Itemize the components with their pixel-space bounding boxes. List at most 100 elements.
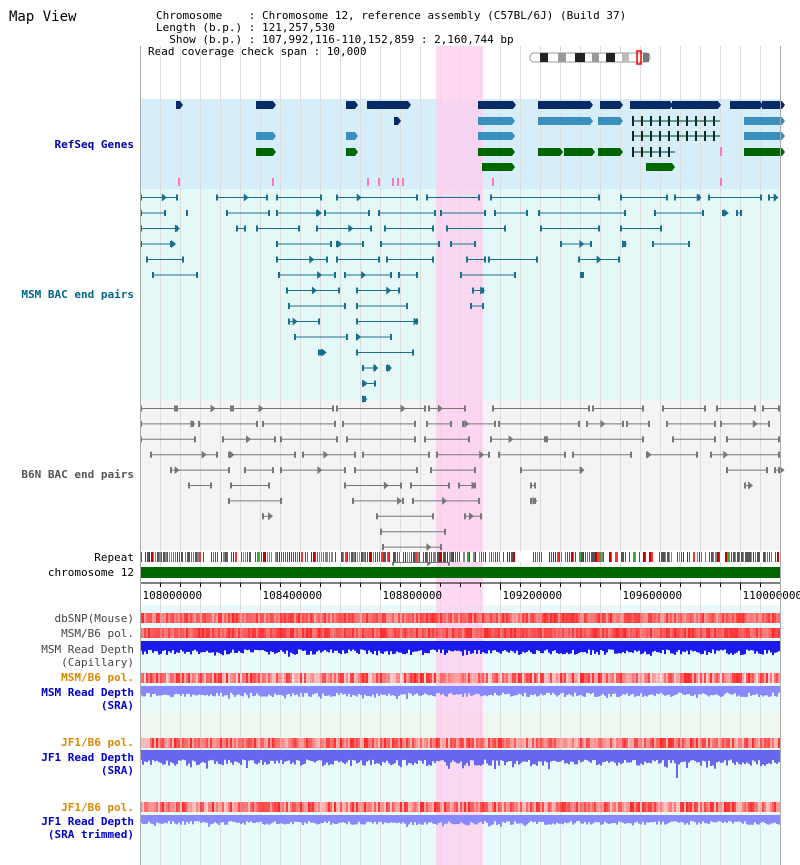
dbsnp-label[interactable]: dbSNP(Mouse)	[54, 612, 134, 625]
depth-bar	[518, 641, 520, 655]
depth-bar	[774, 815, 776, 823]
depth-bar	[142, 641, 144, 655]
depth-bar	[566, 641, 568, 653]
depth-bar	[630, 686, 632, 695]
depth-bar	[384, 750, 386, 763]
depth-bar	[592, 686, 594, 693]
depth-bar	[302, 686, 304, 697]
depth-bar	[442, 750, 444, 761]
depth-bar	[464, 686, 466, 694]
depth-bar	[370, 641, 372, 653]
depth-bar	[348, 686, 350, 694]
depth-bar	[334, 750, 336, 761]
depth-bar	[632, 641, 634, 653]
msm-b6-pol-label-1[interactable]: MSM/B6 pol.	[61, 627, 134, 640]
depth-bar	[422, 641, 424, 656]
depth-bar	[254, 815, 256, 823]
depth-bar	[724, 815, 726, 822]
gene-block	[538, 148, 560, 156]
depth-bar	[516, 641, 518, 651]
depth-bar	[266, 750, 268, 765]
depth-bar	[634, 641, 636, 651]
depth-bar	[756, 750, 758, 765]
depth-bar	[586, 750, 588, 761]
depth-bar	[228, 750, 230, 761]
depth-bar	[144, 815, 146, 825]
msm-read-depth-sra-label[interactable]: MSM Read Depth (SRA)	[0, 686, 134, 712]
depth-bar	[188, 641, 190, 652]
depth-bar	[250, 686, 252, 693]
depth-bar	[686, 815, 688, 824]
depth-bar	[572, 641, 574, 651]
depth-bar	[736, 686, 738, 697]
depth-bar	[238, 815, 240, 823]
depth-bar	[772, 641, 774, 656]
msm-b6-pol-label-2[interactable]: MSM/B6 pol.	[61, 671, 134, 684]
depth-bar	[260, 815, 262, 822]
depth-bar	[474, 815, 476, 825]
depth-bar	[252, 641, 254, 653]
depth-bar	[508, 815, 510, 822]
b6n-bac-label[interactable]: B6N BAC end pairs	[21, 468, 134, 481]
depth-bar	[326, 686, 328, 696]
depth-bar	[650, 815, 652, 823]
depth-bar	[422, 686, 424, 695]
jf1-read-depth-sra-label[interactable]: JF1 Read Depth (SRA)	[0, 751, 134, 777]
depth-bar	[514, 686, 516, 696]
depth-bar	[732, 815, 734, 824]
depth-bar	[262, 686, 264, 697]
depth-bar	[222, 815, 224, 823]
depth-bar	[290, 641, 292, 653]
depth-bar	[164, 815, 166, 823]
depth-bar	[684, 815, 686, 825]
gene-block	[478, 101, 513, 109]
depth-bar	[604, 641, 606, 655]
depth-bar	[572, 686, 574, 697]
depth-bar	[360, 641, 362, 650]
depth-bar	[242, 686, 244, 697]
depth-bar	[176, 750, 178, 765]
depth-bar	[778, 641, 780, 652]
depth-bar	[142, 686, 144, 697]
depth-bar	[374, 815, 376, 822]
depth-bar	[160, 686, 162, 696]
depth-bar	[510, 750, 512, 762]
depth-bar	[370, 750, 372, 766]
depth-bar	[570, 686, 572, 696]
depth-bar	[260, 686, 262, 697]
depth-bar	[232, 641, 234, 650]
depth-bar	[710, 750, 712, 766]
depth-bar	[406, 815, 408, 827]
depth-bar	[670, 641, 672, 654]
depth-bar	[636, 686, 638, 696]
depth-bar	[298, 815, 300, 823]
depth-bar	[362, 750, 364, 766]
depth-bar	[360, 750, 362, 761]
depth-bar	[338, 815, 340, 823]
depth-bar	[410, 750, 412, 764]
msm-read-depth-capillary-label[interactable]: MSM Read Depth (Capillary)	[0, 643, 134, 669]
depth-bar	[616, 750, 618, 766]
depth-bar	[304, 750, 306, 764]
depth-bar	[150, 686, 152, 697]
refseq-genes-label[interactable]: RefSeq Genes	[54, 138, 134, 151]
msm-bac-label[interactable]: MSM BAC end pairs	[21, 288, 134, 301]
depth-bar	[328, 815, 330, 822]
depth-bar	[582, 641, 584, 653]
jf1-read-depth-trimmed-label[interactable]: JF1 Read Depth (SRA trimmed)	[0, 815, 134, 841]
depth-bar	[608, 686, 610, 694]
depth-bar	[180, 641, 182, 650]
depth-bar	[458, 815, 460, 825]
depth-bar	[634, 686, 636, 697]
depth-bar	[284, 815, 286, 825]
depth-bar	[182, 686, 184, 694]
depth-bar	[208, 750, 210, 761]
depth-bar	[554, 686, 556, 695]
depth-bar	[268, 750, 270, 764]
depth-bar	[144, 750, 146, 762]
jf1-b6-pol-label-1[interactable]: JF1/B6 pol.	[61, 736, 134, 749]
depth-bar	[152, 686, 154, 695]
depth-bar	[382, 750, 384, 762]
jf1-b6-pol-label-2[interactable]: JF1/B6 pol.	[61, 801, 134, 814]
